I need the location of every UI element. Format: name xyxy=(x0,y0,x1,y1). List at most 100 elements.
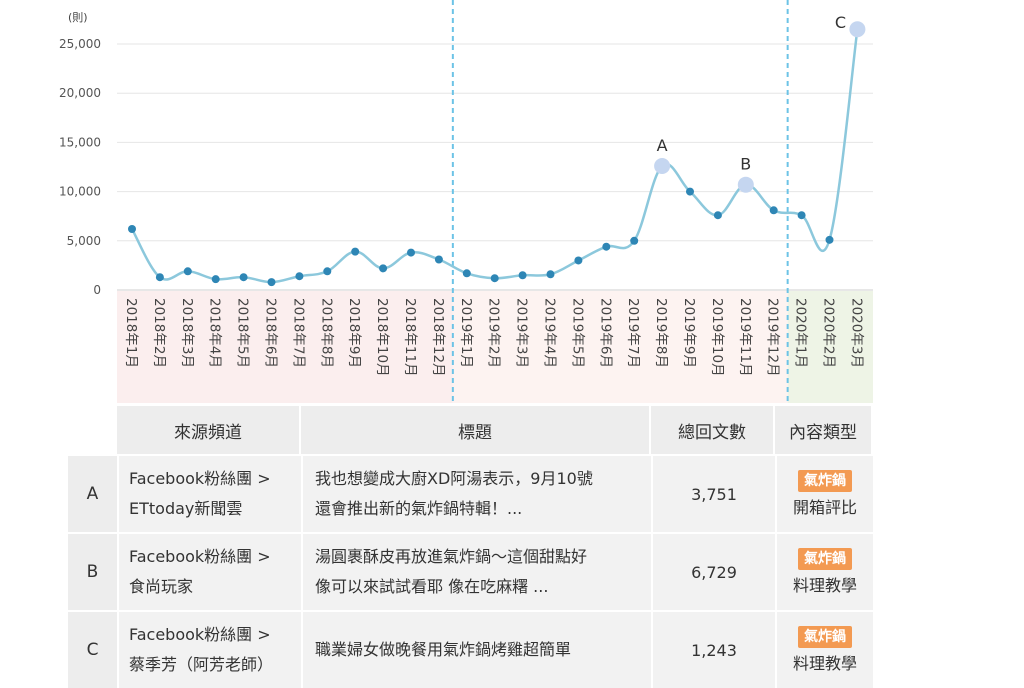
x-tick-label: 2018年6月 xyxy=(263,298,279,368)
x-tick-label: 2019年9月 xyxy=(681,298,697,368)
row-content-type: 氣炸鍋 開箱評比 xyxy=(775,454,873,532)
x-tick-label: 2018年3月 xyxy=(179,298,195,368)
series-line xyxy=(130,29,859,284)
data-point xyxy=(407,248,415,257)
x-tick-label: 2018年10月 xyxy=(374,298,390,377)
channel-page: ETtoday新聞雲 xyxy=(129,499,243,518)
channel-page: 蔡季芳（阿芳老師） xyxy=(129,655,274,674)
x-tick-label: 2018年8月 xyxy=(318,298,334,368)
data-point xyxy=(825,235,834,244)
y-tick-label: 15,000 xyxy=(59,135,101,149)
x-tick-label: 2019年6月 xyxy=(597,298,613,368)
x-tick-label: 2018年5月 xyxy=(235,298,251,368)
data-point xyxy=(518,271,527,280)
row-title: 職業婦女做晚餐用氣炸鍋烤雞超簡單 xyxy=(301,610,651,688)
table-row: C Facebook粉絲團 > 蔡季芳（阿芳老師） 職業婦女做晚餐用氣炸鍋烤雞超… xyxy=(68,610,873,688)
highlight-label: B xyxy=(740,155,751,174)
channel-page: 食尚玩家 xyxy=(129,577,194,596)
highlight-point xyxy=(654,158,671,175)
x-tick-label: 2019年1月 xyxy=(458,298,474,368)
x-tick-label: 2018年9月 xyxy=(346,298,362,368)
title-line-1: 職業婦女做晚餐用氣炸鍋烤雞超簡單 xyxy=(315,640,572,659)
data-point xyxy=(686,187,694,196)
x-tick-label: 2019年4月 xyxy=(542,298,558,368)
row-channel: Facebook粉絲團 > 蔡季芳（阿芳老師） xyxy=(117,610,301,688)
x-tick-label: 2018年1月 xyxy=(123,298,139,368)
band-2020 xyxy=(787,291,873,403)
data-point xyxy=(574,256,583,265)
x-tick-label: 2019年2月 xyxy=(486,298,502,368)
header-channel: 來源頻道 xyxy=(117,406,301,454)
data-point xyxy=(351,247,360,256)
row-content-type: 氣炸鍋 料理教學 xyxy=(775,610,873,688)
data-point xyxy=(211,275,220,284)
content-type-label: 開箱評比 xyxy=(792,498,857,517)
y-tick-label: 20,000 xyxy=(59,86,101,100)
x-tick-label: 2018年12月 xyxy=(430,298,446,377)
y-axis-unit: (則) xyxy=(68,11,88,24)
highlight-label: A xyxy=(657,136,668,155)
y-tick-label: 5,000 xyxy=(67,234,101,248)
data-point xyxy=(267,278,276,287)
band-2018 xyxy=(117,291,453,403)
data-point xyxy=(155,273,164,282)
x-tick-label: 2020年2月 xyxy=(821,298,837,368)
data-point xyxy=(602,242,611,251)
x-tick-label: 2019年7月 xyxy=(625,298,641,368)
x-tick-label: 2019年12月 xyxy=(765,298,781,377)
line-chart: 0 5,000 10,000 15,000 20,000 25,000 A B C 2018年1月… xyxy=(59,0,873,403)
row-letter: A xyxy=(68,454,117,532)
x-tick-label: 2019年11月 xyxy=(737,298,753,377)
row-letter: B xyxy=(68,532,117,610)
row-count: 1,243 xyxy=(651,610,775,688)
row-content-type: 氣炸鍋 料理教學 xyxy=(775,532,873,610)
x-tick-label: 2019年5月 xyxy=(569,298,585,368)
data-point xyxy=(239,273,248,282)
row-count: 3,751 xyxy=(651,454,775,532)
x-tick-label: 2018年11月 xyxy=(402,298,418,377)
data-point xyxy=(769,206,778,215)
x-tick-label: 2020年3月 xyxy=(848,298,864,368)
category-badge: 氣炸鍋 xyxy=(798,626,852,648)
data-point xyxy=(546,270,555,279)
channel-platform: Facebook粉絲團 > xyxy=(129,547,271,566)
data-point xyxy=(630,236,639,245)
data-point xyxy=(490,274,499,283)
x-tick-label: 2020年1月 xyxy=(793,298,809,368)
title-line-2: 像可以來試試看耶 像在吃麻糬 ... xyxy=(315,577,549,596)
title-line-2: 還會推出新的氣炸鍋特輯！... xyxy=(315,499,523,518)
channel-platform: Facebook粉絲團 > xyxy=(129,469,271,488)
data-point xyxy=(713,211,722,220)
data-point xyxy=(462,269,471,278)
content-type-label: 料理教學 xyxy=(792,654,857,673)
x-tick-label: 2018年4月 xyxy=(207,298,223,368)
x-tick-label: 2018年2月 xyxy=(151,298,167,368)
content-type-label: 料理教學 xyxy=(792,576,857,595)
table-row: B Facebook粉絲團 > 食尚玩家 湯圓裹酥皮再放進氣炸鍋～這個甜點好 像… xyxy=(68,532,873,610)
header-title: 標題 xyxy=(301,406,651,454)
x-tick-label: 2019年3月 xyxy=(514,298,530,368)
title-line-1: 湯圓裹酥皮再放進氣炸鍋～這個甜點好 xyxy=(315,547,588,566)
x-tick-label: 2019年8月 xyxy=(653,298,669,368)
category-badge: 氣炸鍋 xyxy=(798,470,852,492)
y-tick-label: 0 xyxy=(93,283,101,297)
data-point xyxy=(183,267,192,276)
data-point xyxy=(323,267,332,276)
category-badge: 氣炸鍋 xyxy=(798,548,852,570)
y-tick-label: 25,000 xyxy=(59,37,101,51)
channel-platform: Facebook粉絲團 > xyxy=(129,625,271,644)
row-channel: Facebook粉絲團 > 食尚玩家 xyxy=(117,532,301,610)
highlight-label: C xyxy=(835,13,846,32)
table-row: A Facebook粉絲團 > ETtoday新聞雲 我也想變成大廚XD阿湯表示… xyxy=(68,454,873,532)
x-tick-label: 2018年7月 xyxy=(290,298,306,368)
row-title: 我也想變成大廚XD阿湯表示，9月10號 還會推出新的氣炸鍋特輯！... xyxy=(301,454,651,532)
data-point xyxy=(797,211,806,220)
title-line-1: 我也想變成大廚XD阿湯表示，9月10號 xyxy=(315,469,593,488)
x-tick-label: 2019年10月 xyxy=(709,298,725,377)
y-tick-label: 10,000 xyxy=(59,185,101,199)
data-point xyxy=(295,272,304,281)
header-blank xyxy=(68,406,117,454)
source-table: 來源頻道 標題 總回文數 內容類型 A Facebook粉絲團 > ETtoda… xyxy=(68,406,873,688)
data-point xyxy=(434,255,443,264)
row-letter: C xyxy=(68,610,117,688)
